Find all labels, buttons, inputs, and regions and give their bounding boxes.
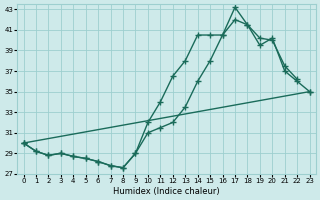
X-axis label: Humidex (Indice chaleur): Humidex (Indice chaleur) — [113, 187, 220, 196]
